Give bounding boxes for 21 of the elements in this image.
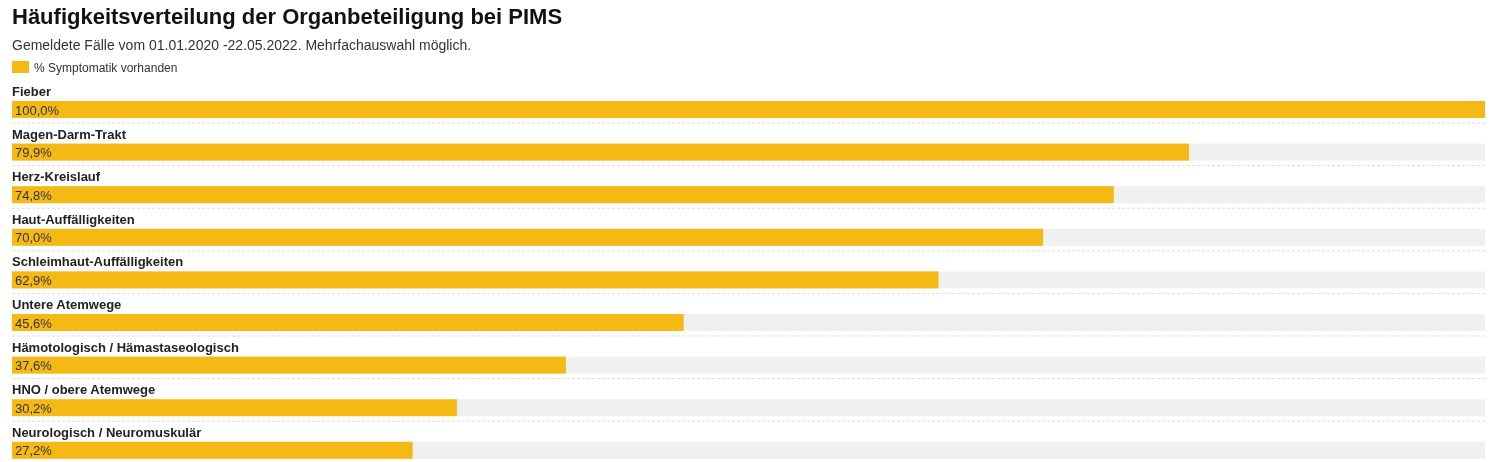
data-label: 100,0% bbox=[15, 102, 60, 118]
data-label: 27,2% bbox=[15, 443, 53, 459]
data-label: 30,2% bbox=[15, 400, 53, 416]
data-label: 37,6% bbox=[15, 358, 53, 374]
y-tick-label: Schleimhaut-Auffälligkeiten bbox=[12, 254, 184, 270]
data-label: 45,6% bbox=[15, 315, 53, 331]
y-tick-label: Magen-Darm-Trakt bbox=[12, 126, 127, 142]
y-tick-label: Fieber bbox=[12, 84, 52, 99]
y-tick-label: Haut-Auffälligkeiten bbox=[12, 211, 135, 227]
data-label: 79,9% bbox=[15, 145, 53, 161]
data-label: 70,0% bbox=[15, 230, 53, 246]
legend-label: % Symptomatik vorhanden bbox=[34, 61, 178, 75]
data-label: 62,9% bbox=[15, 272, 53, 288]
data-label: 74,8% bbox=[15, 187, 53, 203]
y-tick-label: Herz-Kreislauf bbox=[12, 169, 101, 185]
y-tick-label: Neurologisch / Neuromuskulär bbox=[12, 424, 202, 440]
y-tick-label: HNO / obere Atemwege bbox=[12, 382, 156, 398]
y-tick-label: Untere Atemwege bbox=[12, 297, 122, 312]
chart-subtitle: Gemeldete Fälle vom 01.01.2020 -22.05.2022. Mehrfachauswahl möglich. bbox=[12, 37, 472, 53]
y-tick-label: Hämotologisch / Hämastaseologisch bbox=[12, 339, 239, 355]
chart-title: Häufigkeitsverteilung der Organbeteiligung bei PIMS bbox=[12, 4, 563, 29]
